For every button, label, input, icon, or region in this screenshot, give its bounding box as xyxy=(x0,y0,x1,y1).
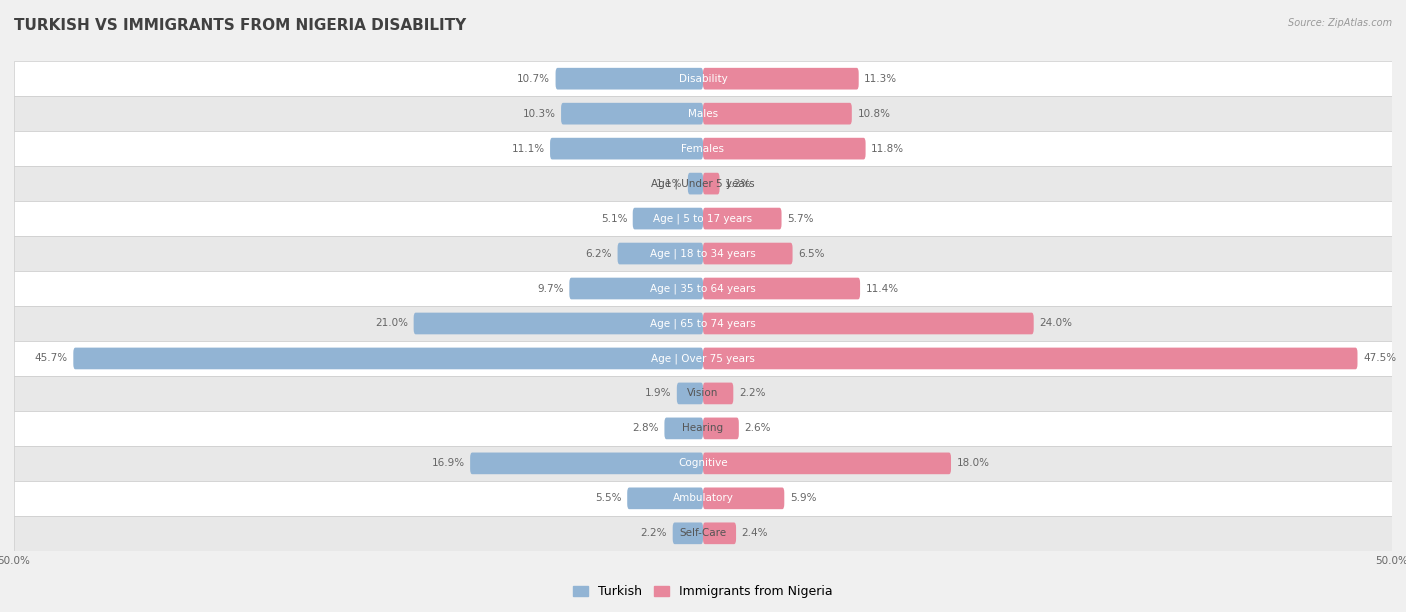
FancyBboxPatch shape xyxy=(14,131,1392,166)
FancyBboxPatch shape xyxy=(676,382,703,405)
Text: Age | 35 to 64 years: Age | 35 to 64 years xyxy=(650,283,756,294)
FancyBboxPatch shape xyxy=(703,313,1033,334)
Text: 47.5%: 47.5% xyxy=(1362,354,1396,364)
Text: Age | Over 75 years: Age | Over 75 years xyxy=(651,353,755,364)
FancyBboxPatch shape xyxy=(703,173,720,195)
FancyBboxPatch shape xyxy=(14,271,1392,306)
FancyBboxPatch shape xyxy=(617,243,703,264)
Text: Source: ZipAtlas.com: Source: ZipAtlas.com xyxy=(1288,18,1392,28)
FancyBboxPatch shape xyxy=(470,452,703,474)
Legend: Turkish, Immigrants from Nigeria: Turkish, Immigrants from Nigeria xyxy=(568,580,838,603)
Text: 2.6%: 2.6% xyxy=(744,424,770,433)
FancyBboxPatch shape xyxy=(688,173,703,195)
FancyBboxPatch shape xyxy=(73,348,703,369)
FancyBboxPatch shape xyxy=(14,96,1392,131)
Text: TURKISH VS IMMIGRANTS FROM NIGERIA DISABILITY: TURKISH VS IMMIGRANTS FROM NIGERIA DISAB… xyxy=(14,18,467,34)
Text: Age | 5 to 17 years: Age | 5 to 17 years xyxy=(654,214,752,224)
FancyBboxPatch shape xyxy=(14,516,1392,551)
FancyBboxPatch shape xyxy=(703,488,785,509)
Text: 2.4%: 2.4% xyxy=(741,528,768,539)
Text: 11.8%: 11.8% xyxy=(872,144,904,154)
Text: Self-Care: Self-Care xyxy=(679,528,727,539)
Text: 10.7%: 10.7% xyxy=(517,73,550,84)
FancyBboxPatch shape xyxy=(413,313,703,334)
Text: 2.2%: 2.2% xyxy=(641,528,668,539)
Text: 5.1%: 5.1% xyxy=(600,214,627,223)
FancyBboxPatch shape xyxy=(703,382,734,405)
Text: 2.8%: 2.8% xyxy=(633,424,659,433)
FancyBboxPatch shape xyxy=(561,103,703,124)
FancyBboxPatch shape xyxy=(703,278,860,299)
FancyBboxPatch shape xyxy=(555,68,703,89)
FancyBboxPatch shape xyxy=(703,103,852,124)
FancyBboxPatch shape xyxy=(703,207,782,230)
FancyBboxPatch shape xyxy=(703,452,950,474)
Text: 5.7%: 5.7% xyxy=(787,214,814,223)
Text: 5.9%: 5.9% xyxy=(790,493,817,503)
Text: Males: Males xyxy=(688,109,718,119)
FancyBboxPatch shape xyxy=(14,411,1392,446)
Text: Age | 65 to 74 years: Age | 65 to 74 years xyxy=(650,318,756,329)
Text: Hearing: Hearing xyxy=(682,424,724,433)
Text: 24.0%: 24.0% xyxy=(1039,318,1073,329)
Text: 21.0%: 21.0% xyxy=(375,318,408,329)
Text: 1.2%: 1.2% xyxy=(725,179,752,188)
FancyBboxPatch shape xyxy=(14,236,1392,271)
FancyBboxPatch shape xyxy=(703,348,1358,369)
Text: 1.1%: 1.1% xyxy=(655,179,682,188)
FancyBboxPatch shape xyxy=(550,138,703,160)
FancyBboxPatch shape xyxy=(703,243,793,264)
FancyBboxPatch shape xyxy=(627,488,703,509)
Text: Females: Females xyxy=(682,144,724,154)
Text: 6.5%: 6.5% xyxy=(799,248,824,258)
Text: 11.4%: 11.4% xyxy=(866,283,898,294)
FancyBboxPatch shape xyxy=(703,68,859,89)
Text: Disability: Disability xyxy=(679,73,727,84)
Text: 9.7%: 9.7% xyxy=(537,283,564,294)
FancyBboxPatch shape xyxy=(672,523,703,544)
FancyBboxPatch shape xyxy=(14,201,1392,236)
Text: 11.3%: 11.3% xyxy=(865,73,897,84)
Text: 16.9%: 16.9% xyxy=(432,458,464,468)
FancyBboxPatch shape xyxy=(14,306,1392,341)
Text: 6.2%: 6.2% xyxy=(585,248,612,258)
Text: 10.3%: 10.3% xyxy=(523,109,555,119)
FancyBboxPatch shape xyxy=(569,278,703,299)
FancyBboxPatch shape xyxy=(665,417,703,439)
Text: 10.8%: 10.8% xyxy=(858,109,890,119)
Text: Age | 18 to 34 years: Age | 18 to 34 years xyxy=(650,248,756,259)
FancyBboxPatch shape xyxy=(14,61,1392,96)
FancyBboxPatch shape xyxy=(14,166,1392,201)
Text: 45.7%: 45.7% xyxy=(35,354,67,364)
Text: 2.2%: 2.2% xyxy=(738,389,765,398)
FancyBboxPatch shape xyxy=(14,341,1392,376)
FancyBboxPatch shape xyxy=(14,446,1392,481)
Text: 5.5%: 5.5% xyxy=(595,493,621,503)
FancyBboxPatch shape xyxy=(633,207,703,230)
FancyBboxPatch shape xyxy=(703,523,737,544)
FancyBboxPatch shape xyxy=(14,481,1392,516)
Text: 11.1%: 11.1% xyxy=(512,144,544,154)
Text: Ambulatory: Ambulatory xyxy=(672,493,734,503)
Text: Cognitive: Cognitive xyxy=(678,458,728,468)
FancyBboxPatch shape xyxy=(14,376,1392,411)
FancyBboxPatch shape xyxy=(703,138,866,160)
Text: 1.9%: 1.9% xyxy=(645,389,671,398)
Text: Vision: Vision xyxy=(688,389,718,398)
FancyBboxPatch shape xyxy=(703,417,738,439)
Text: 18.0%: 18.0% xyxy=(956,458,990,468)
Text: Age | Under 5 years: Age | Under 5 years xyxy=(651,178,755,189)
